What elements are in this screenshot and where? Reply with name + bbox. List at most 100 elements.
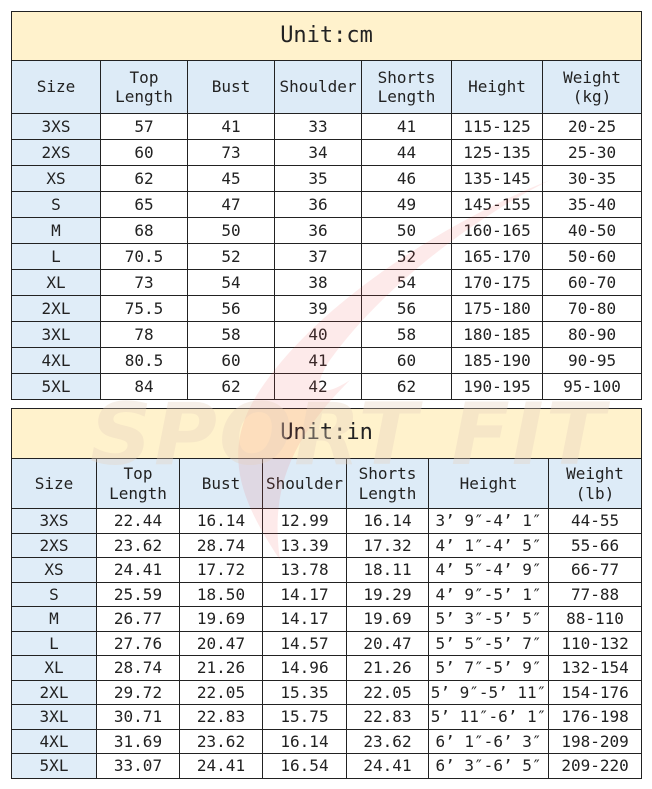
value-cell: 24.41 [346, 753, 429, 779]
value-cell: 47 [187, 191, 275, 218]
column-header-text: Length [377, 87, 436, 106]
value-cell: 29.72 [96, 679, 180, 705]
value-cell: 75.5 [100, 295, 188, 322]
table-row: XS 24.41 17.72 13.78 18.11 4’ 5″-4’ 9″ 66-77 [11, 557, 643, 583]
value-cell: 70.5 [100, 243, 188, 270]
value-cell: 30.71 [96, 704, 180, 730]
value-cell: 50-60 [541, 243, 643, 270]
column-header-text: Shoulder [265, 473, 344, 493]
size-cell: 3XL [11, 704, 97, 730]
table-row: 5XL 33.07 24.41 16.54 24.41 6’ 3″-6’ 5″ 209-22… [11, 753, 643, 779]
value-cell: 54 [187, 269, 275, 296]
size-cell: 2XL [11, 679, 97, 705]
value-cell: 58 [361, 321, 452, 348]
value-cell: 52 [361, 243, 452, 270]
value-cell: 180-185 [451, 321, 543, 348]
table-row: 5XL 84 62 42 62 190-195 95-100 [11, 373, 643, 400]
table-row: 2XS 60 73 34 44 125-135 25-30 [11, 139, 643, 166]
column-header-text: Weight [563, 67, 621, 87]
value-cell: 135-145 [451, 165, 543, 192]
column-header: Top Length [96, 458, 180, 509]
value-cell: 19.69 [179, 606, 263, 632]
table-row: 3XS 57 41 33 41 115-125 20-25 [11, 113, 643, 140]
size-cell: 5XL [11, 373, 101, 400]
value-cell: 28.74 [96, 655, 180, 681]
column-header-text: Size [34, 473, 74, 493]
value-cell: 33.07 [96, 753, 180, 779]
value-cell: 35 [274, 165, 362, 192]
value-cell: 58 [187, 321, 275, 348]
value-cell: 19.69 [346, 606, 429, 632]
column-header-text: Length [358, 483, 417, 503]
value-cell: 12.99 [262, 508, 347, 534]
value-cell: 21.26 [179, 655, 263, 681]
value-cell: 30-35 [541, 165, 643, 192]
column-header-text: (kg) [572, 87, 612, 106]
table-row: XL 28.74 21.26 14.96 21.26 5’ 7″-5’ 9″ 132-154 [11, 655, 643, 681]
header-row: Size Top Length Bust Shoulder Shorts Length Hei… [11, 60, 643, 114]
value-cell: 24.41 [96, 557, 180, 583]
value-cell: 46 [361, 165, 452, 192]
column-header-text: Height [459, 473, 518, 493]
table-row: S 65 47 36 49 145-155 35-40 [11, 191, 643, 218]
value-cell: 45 [187, 165, 275, 192]
value-cell: 21.26 [346, 655, 429, 681]
table-row: 4XL 31.69 23.62 16.14 23.62 6’ 1″-6’ 3″ 198-20… [11, 728, 643, 754]
value-cell: 90-95 [541, 347, 643, 374]
column-header: Size [11, 60, 101, 114]
column-header: Height [451, 60, 543, 114]
size-cell: 4XL [11, 728, 97, 754]
value-cell: 5’ 3″-5’ 5″ [428, 606, 549, 632]
value-cell: 33 [274, 113, 362, 140]
size-cell: XL [11, 269, 101, 296]
size-cell: XS [11, 165, 101, 192]
value-cell: 19.29 [346, 581, 429, 607]
size-cell: L [11, 630, 97, 656]
value-cell: 5’ 9″-5’ 11″ [428, 679, 549, 705]
value-cell: 14.96 [262, 655, 347, 681]
value-cell: 35-40 [541, 191, 643, 218]
value-cell: 13.39 [262, 532, 347, 558]
value-cell: 65 [100, 191, 188, 218]
value-cell: 5’ 7″-5’ 9″ [428, 655, 549, 681]
table-row: L 70.5 52 37 52 165-170 50-60 [11, 243, 643, 270]
value-cell: 80-90 [541, 321, 643, 348]
value-cell: 22.83 [346, 704, 429, 730]
column-header: Shorts Length [346, 458, 429, 509]
value-cell: 3’ 9″-4’ 1″ [428, 508, 549, 534]
value-cell: 145-155 [451, 191, 543, 218]
value-cell: 40-50 [541, 217, 643, 244]
column-header-text: Height [468, 77, 526, 97]
column-header: Weight (kg) [541, 60, 643, 114]
size-cell: 3XL [11, 321, 101, 348]
value-cell: 4’ 1″-4’ 5″ [428, 532, 549, 558]
size-cell: S [11, 581, 97, 607]
column-header-text: Bust [201, 473, 241, 493]
value-cell: 160-165 [451, 217, 543, 244]
value-cell: 209-220 [547, 753, 643, 779]
value-cell: 165-170 [451, 243, 543, 270]
value-cell: 198-209 [547, 728, 643, 754]
value-cell: 22.05 [346, 679, 429, 705]
value-cell: 60-70 [541, 269, 643, 296]
table-row: 2XS 23.62 28.74 13.39 17.32 4’ 1″-4’ 5″ 55-66 [11, 532, 643, 558]
column-header: Weight (lb) [547, 458, 643, 509]
value-cell: 17.72 [179, 557, 263, 583]
value-cell: 175-180 [451, 295, 543, 322]
column-header: Shoulder [274, 60, 362, 114]
value-cell: 22.44 [96, 508, 180, 534]
column-header-text: Size [36, 77, 76, 97]
value-cell: 62 [100, 165, 188, 192]
value-cell: 62 [187, 373, 275, 400]
value-cell: 70-80 [541, 295, 643, 322]
value-cell: 68 [100, 217, 188, 244]
value-cell: 14.17 [262, 581, 347, 607]
value-cell: 6’ 3″-6’ 5″ [428, 753, 549, 779]
column-header-text: Bust [211, 77, 251, 97]
value-cell: 84 [100, 373, 188, 400]
value-cell: 52 [187, 243, 275, 270]
value-cell: 6’ 1″-6’ 3″ [428, 728, 549, 754]
size-chart-cm: Unit:cm Size Top Length Bust Shoulder Shorts L… [10, 11, 643, 400]
column-header-text: Shorts [358, 464, 417, 484]
size-cell: 3XS [11, 508, 97, 534]
